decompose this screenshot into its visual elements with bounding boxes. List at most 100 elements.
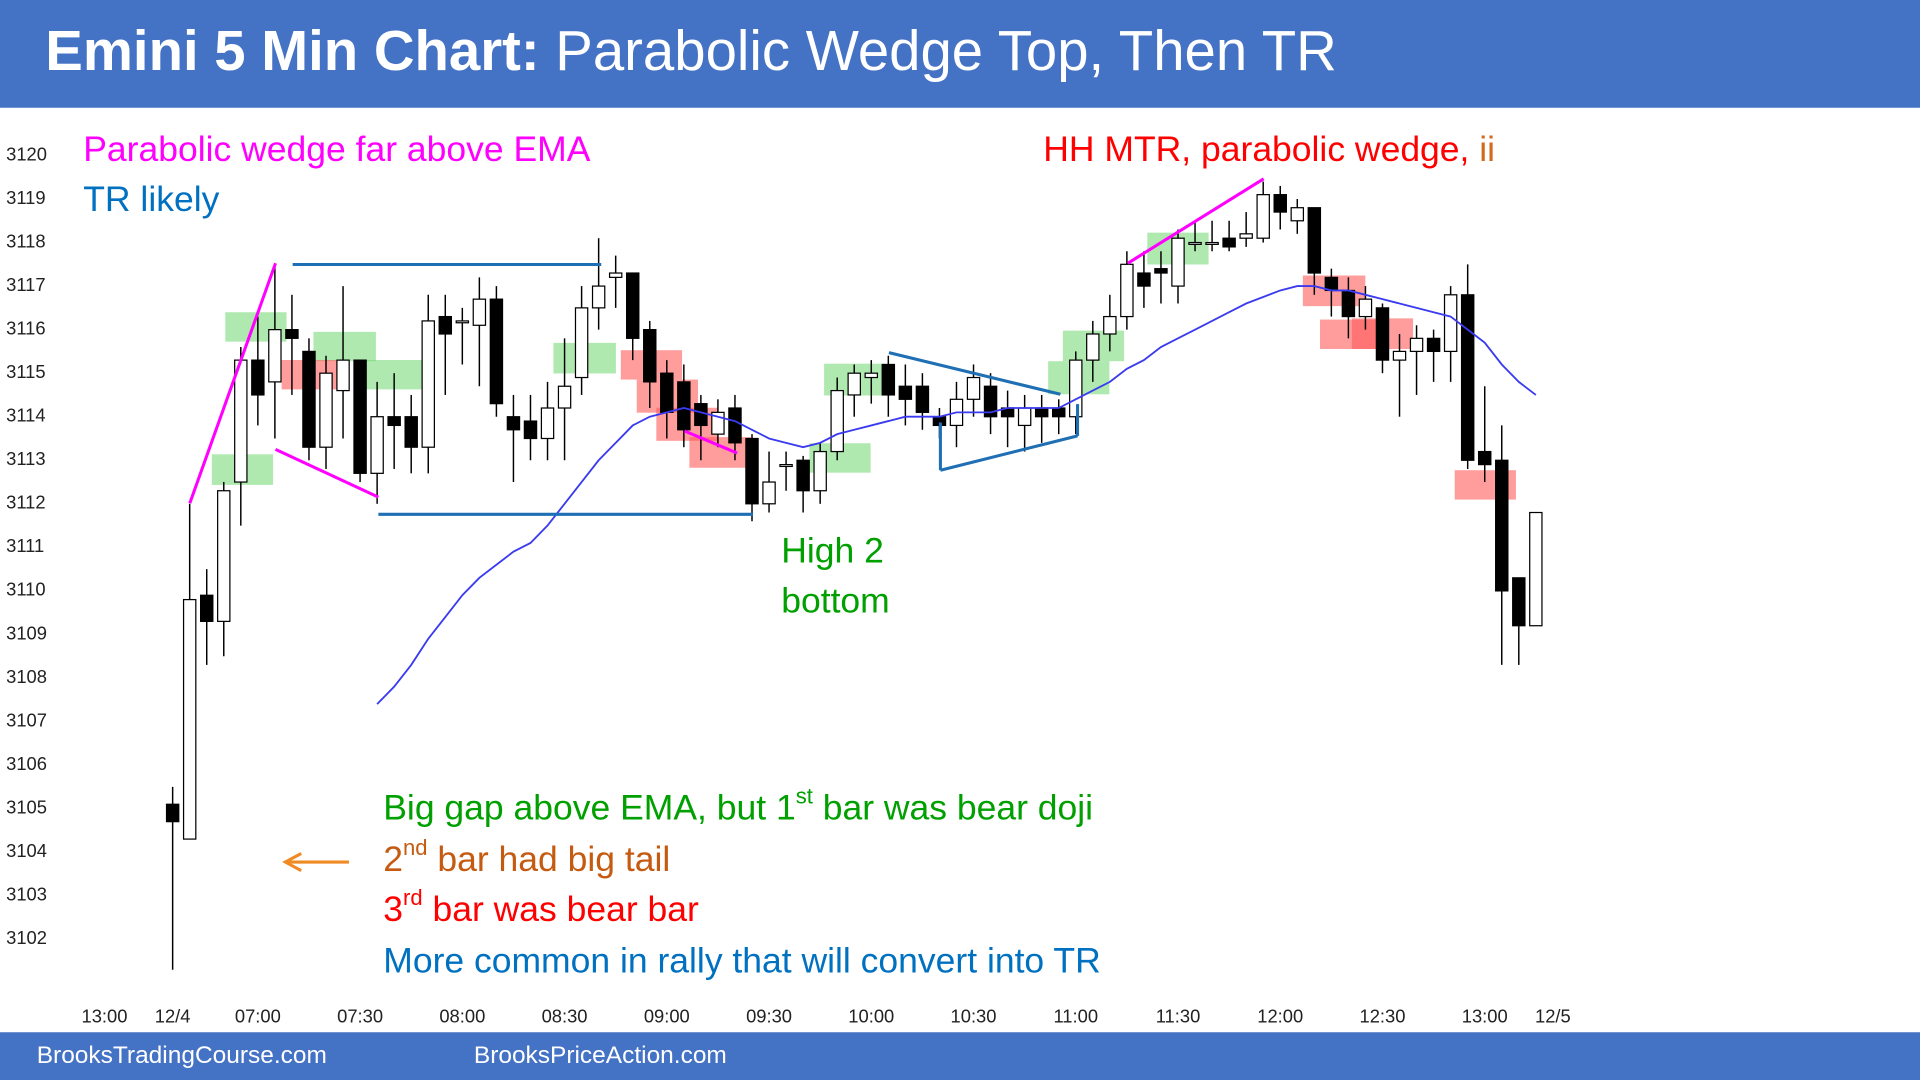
y-tick-label: 3106 [6, 753, 47, 774]
title: Emini 5 Min Chart: Parabolic Wedge Top, … [45, 19, 1337, 82]
x-tick-label: 12:00 [1257, 1005, 1303, 1026]
candle-body [1120, 263, 1134, 318]
annotation-part: Big gap above EMA, but 1 [383, 788, 795, 828]
candle-body [796, 459, 810, 492]
candle-body [387, 416, 401, 427]
footer-left: BrooksTradingCourse.com [37, 1042, 327, 1069]
candle-body [353, 359, 367, 474]
y-tick-label: 3118 [6, 230, 45, 251]
x-tick-label: 08:00 [439, 1005, 485, 1026]
y-tick-label: 3107 [6, 709, 47, 730]
candle-body [1477, 450, 1492, 466]
candle-body [1222, 237, 1236, 248]
y-tick-label: 3120 [6, 143, 47, 164]
x-tick-label: 11:30 [1156, 1005, 1201, 1026]
candle-body [1392, 350, 1407, 361]
candle-body [1529, 511, 1543, 627]
annotation: More common in rally that will convert i… [383, 941, 1100, 981]
candle-body [608, 272, 623, 278]
annotation-part: ii [1479, 129, 1495, 169]
y-tick-label: 3109 [6, 622, 47, 643]
annotation-part: rd [403, 886, 423, 911]
footer-right: BrooksPriceAction.com [474, 1042, 727, 1069]
annotation: bottom [781, 581, 890, 621]
candle-body [285, 329, 299, 339]
candle-body [438, 315, 453, 335]
annotation-part: TR likely [83, 179, 219, 219]
x-tick-label: 12/5 [1535, 1005, 1571, 1026]
candle-body [762, 481, 776, 505]
annotation: TR likely [83, 179, 219, 219]
candle-body [506, 416, 521, 431]
candle-body [1426, 337, 1441, 353]
candle-body [847, 372, 861, 396]
annotation-part: Parabolic wedge far above EMA [83, 129, 590, 169]
x-tick-label: 13:00 [1462, 1005, 1508, 1026]
y-tick-label: 3104 [6, 840, 47, 861]
candle-body [557, 385, 572, 409]
annotation: HH MTR, parabolic wedge, ii [1043, 129, 1495, 169]
candle-body [268, 329, 282, 383]
y-tick-label: 3105 [6, 796, 47, 817]
header-bar [0, 0, 1920, 108]
candle-body [1239, 233, 1253, 239]
y-tick-label: 3108 [6, 666, 47, 687]
annotation-part: bar was bear doji [813, 788, 1093, 828]
annotation-part: HH MTR, parabolic wedge, [1043, 129, 1479, 169]
y-tick-label: 3113 [6, 448, 45, 469]
x-tick-label: 11:00 [1053, 1005, 1098, 1026]
candle-body [1290, 207, 1305, 222]
x-tick-label: 13:00 [82, 1005, 128, 1026]
candle-body [1460, 294, 1475, 461]
x-tick-label: 09:00 [644, 1005, 690, 1026]
annotation: Parabolic wedge far above EMA [83, 129, 590, 169]
annotation: Big gap above EMA, but 1st bar was bear … [383, 784, 1093, 828]
candle-body [1034, 407, 1049, 418]
candle-body [694, 403, 708, 427]
y-tick-label: 3103 [6, 884, 47, 905]
title-rest: Parabolic Wedge Top, Then TR [555, 19, 1337, 82]
candle-body [1495, 459, 1509, 592]
candle-body [1069, 359, 1083, 418]
candle-body [1358, 298, 1373, 318]
annotation: High 2 [781, 531, 884, 571]
annotation-part: 2 [383, 839, 403, 879]
candle-body [881, 363, 896, 396]
candle-body [1205, 241, 1219, 245]
trend-lines [188, 177, 1265, 872]
y-tick-label: 3112 [6, 492, 45, 513]
y-tick-label: 3102 [6, 927, 47, 948]
annotation-part: bottom [781, 581, 890, 621]
footer-bar [0, 1032, 1920, 1080]
annotation-part: More common in rally that will convert i… [383, 941, 1100, 981]
annotation: 2nd bar had big tail [383, 835, 670, 879]
candle-body [523, 420, 538, 440]
ema-line [376, 285, 1537, 705]
candle-body [1256, 194, 1270, 239]
y-tick-label: 3110 [6, 579, 45, 600]
candle-body [643, 329, 657, 383]
candle-body [1409, 337, 1424, 353]
x-tick-label: 08:30 [542, 1005, 588, 1026]
annotation-part: 3 [383, 890, 403, 930]
y-tick-label: 3117 [6, 274, 45, 295]
annotation-part: bar had big tail [428, 839, 671, 879]
candle-body [302, 350, 316, 448]
candle-body [404, 416, 418, 448]
candle-body [1017, 407, 1032, 427]
candle-body [540, 407, 555, 440]
x-tick-label: 09:30 [746, 1005, 792, 1026]
candle-body [1273, 194, 1287, 213]
candle-body [489, 298, 504, 405]
candle-body [1086, 333, 1100, 361]
y-tick-label: 3111 [6, 535, 44, 556]
candle-body [779, 464, 793, 468]
annotation-part: bar was bear bar [423, 890, 699, 930]
candle-body [1051, 407, 1066, 418]
candle-body [165, 803, 180, 823]
x-tick-label: 07:30 [337, 1005, 383, 1026]
candle-body [1512, 577, 1526, 627]
annotation: 3rd bar was bear bar [383, 886, 699, 930]
candle-body [336, 359, 350, 392]
